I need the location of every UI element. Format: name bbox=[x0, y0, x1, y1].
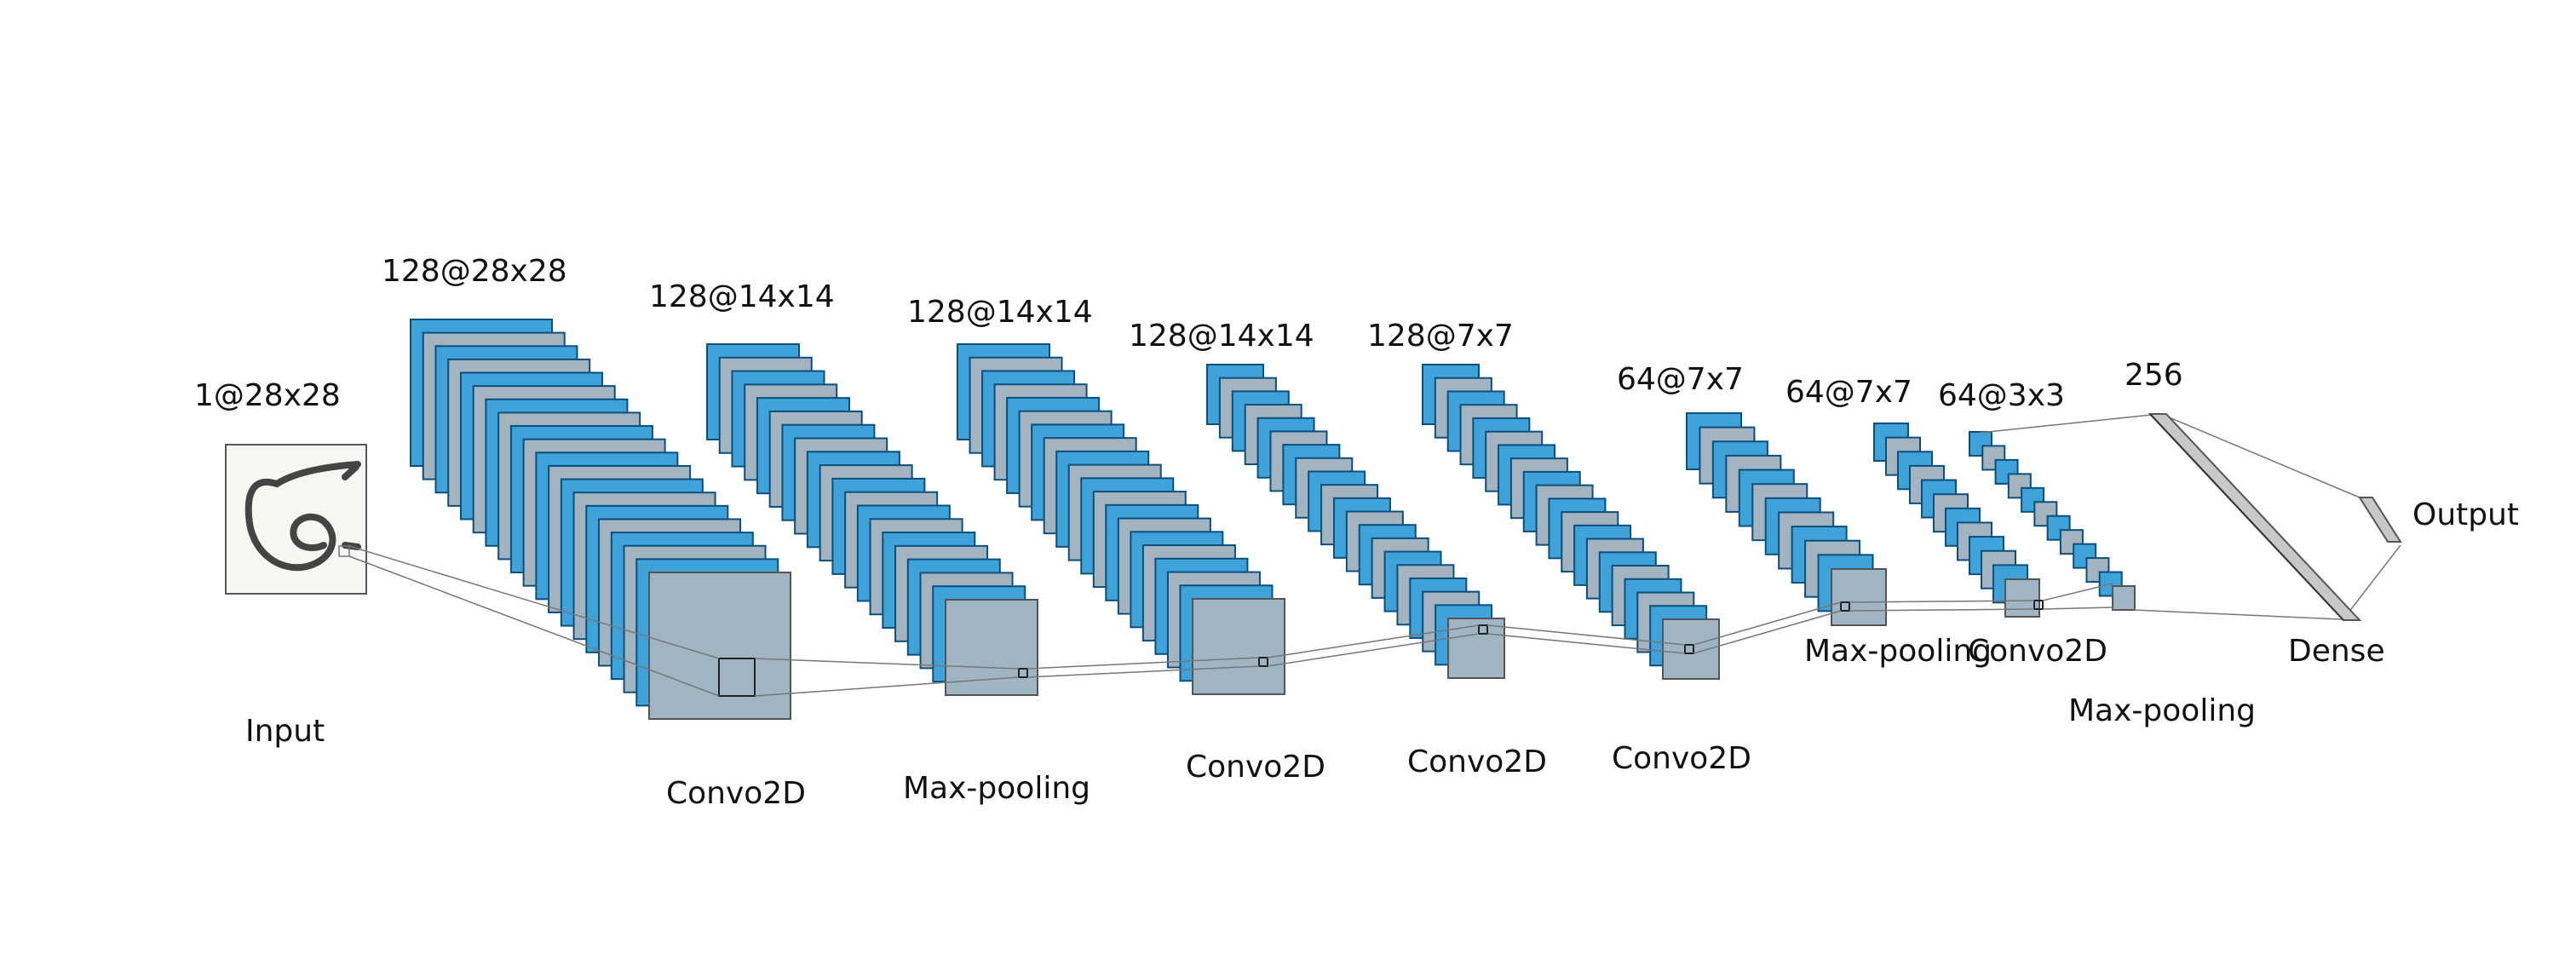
pool2-name-label: Max-pooling bbox=[1804, 634, 1992, 669]
rf-box-conv1 bbox=[718, 658, 756, 697]
conv5-name-label: Convo2D bbox=[1968, 634, 2107, 669]
layer-stack-conv4 bbox=[1422, 364, 1720, 680]
labels: 1@28x28 Input 128@28x28 Convo2D 128@14x1… bbox=[194, 254, 2519, 811]
feature-map-front bbox=[1192, 598, 1285, 695]
feature-map-front bbox=[2004, 578, 2040, 618]
input-dim-label: 1@28x28 bbox=[194, 378, 341, 413]
output-name-label: Output bbox=[2412, 497, 2519, 532]
feature-map-front bbox=[1831, 568, 1887, 626]
conv2-name-label: Convo2D bbox=[1186, 750, 1325, 785]
conv1-name-label: Convo2D bbox=[666, 776, 806, 811]
layer-stack-conv5 bbox=[1873, 423, 2040, 618]
feature-map bbox=[1981, 445, 2006, 471]
pool3-name-label: Max-pooling bbox=[2068, 693, 2256, 728]
connection-lines bbox=[348, 413, 2401, 697]
rf-box-conv4 bbox=[1684, 644, 1694, 654]
layer-stack-pool1 bbox=[706, 343, 1038, 696]
conv3-dim-label: 128@14x14 bbox=[1129, 319, 1314, 354]
rf-box-conv2 bbox=[1258, 657, 1268, 667]
layer-stack-pool2 bbox=[1686, 412, 1887, 626]
conv2-dim-label: 128@14x14 bbox=[907, 295, 1093, 330]
pool1-name-label: Max-pooling bbox=[903, 771, 1090, 806]
rf-box-conv5 bbox=[2033, 600, 2044, 610]
dense-layer bbox=[2148, 413, 2362, 621]
feature-map bbox=[1994, 458, 2019, 485]
rf-box-pool1 bbox=[1018, 668, 1028, 678]
layer-stack-conv6 bbox=[1969, 431, 2136, 611]
rf-box-pool2 bbox=[1840, 601, 1850, 612]
conv1-dim-label: 128@28x28 bbox=[382, 254, 567, 289]
feature-map-front bbox=[1447, 618, 1505, 679]
pool2-dim-label: 64@7x7 bbox=[1617, 362, 1744, 397]
feature-map-front bbox=[648, 572, 791, 720]
conv5-dim-label: 64@7x7 bbox=[1785, 375, 1912, 410]
conv4-dim-label: 128@7x7 bbox=[1367, 319, 1514, 354]
layer-stack-conv2 bbox=[957, 343, 1285, 695]
conv6-dim-label: 64@3x3 bbox=[1938, 378, 2065, 413]
pool1-dim-label: 128@14x14 bbox=[649, 279, 835, 314]
input-name-label: Input bbox=[245, 714, 325, 749]
output-layer bbox=[2358, 497, 2402, 543]
input-image bbox=[225, 444, 367, 595]
feature-map bbox=[2085, 557, 2110, 584]
conv4-name-label: Convo2D bbox=[1612, 741, 1751, 776]
conv3-name-label: Convo2D bbox=[1407, 745, 1547, 779]
rf-box-conv3 bbox=[1478, 624, 1488, 635]
feature-map-front bbox=[1662, 618, 1720, 680]
feature-map-front bbox=[2112, 585, 2136, 611]
dense-name-label: Dense bbox=[2288, 634, 2385, 669]
layer-stack-conv1 bbox=[410, 319, 791, 720]
layer-stack-conv3 bbox=[1206, 364, 1505, 679]
dense-units-label: 256 bbox=[2125, 358, 2183, 393]
receptive-field-markers bbox=[718, 600, 2044, 697]
feature-map-front bbox=[945, 599, 1038, 696]
